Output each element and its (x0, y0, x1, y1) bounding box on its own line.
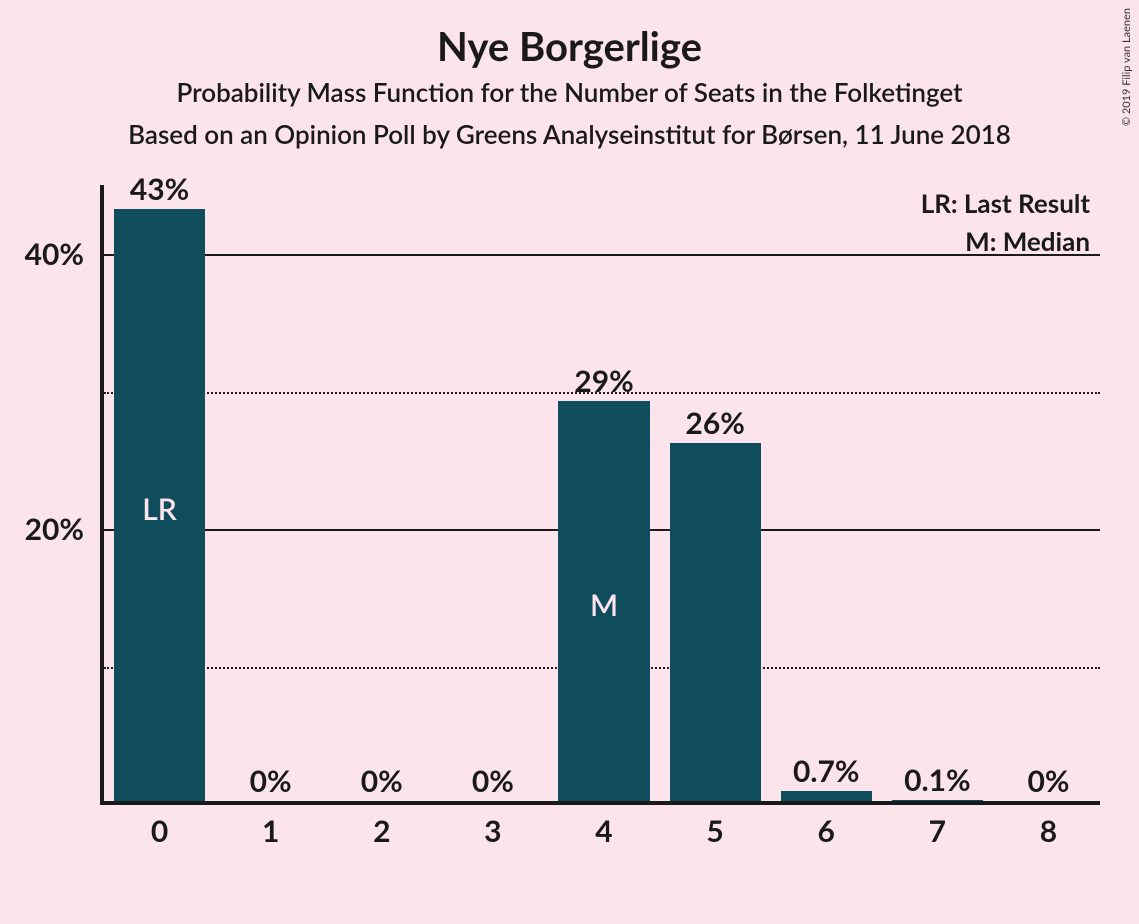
bar-value-label: 0% (250, 763, 292, 799)
legend-line: LR: Last Result (921, 187, 1090, 219)
chart-subtitle-2: Based on an Opinion Poll by Greens Analy… (0, 118, 1139, 150)
plot-area: LR: Last Result M: Median 20%40%43%00%10… (100, 185, 1100, 805)
bar-value-label: 0.7% (793, 753, 860, 789)
bar-value-label: 29% (574, 363, 633, 399)
copyright-text: © 2019 Filip van Laenen (1120, 8, 1133, 126)
bar (670, 443, 761, 801)
bar-chart: LR: Last Result M: Median 20%40%43%00%10… (80, 185, 1110, 865)
x-tick-label: 0 (151, 813, 168, 849)
x-tick-label: 7 (929, 813, 946, 849)
gridline-major (104, 254, 1100, 256)
bar-value-label: 26% (685, 405, 744, 441)
x-tick-label: 6 (818, 813, 835, 849)
y-tick-label: 20% (14, 511, 96, 547)
bar-value-label: 0% (472, 763, 514, 799)
bar-value-label: 0% (361, 763, 403, 799)
x-tick-label: 4 (595, 813, 612, 849)
x-tick-label: 1 (262, 813, 279, 849)
bar-value-label: 43% (130, 171, 189, 207)
bar-value-label: 0% (1027, 763, 1069, 799)
legend: LR: Last Result M: Median (921, 187, 1090, 263)
bar-value-label: 0.1% (904, 762, 971, 798)
bar (781, 791, 872, 801)
x-tick-label: 2 (373, 813, 390, 849)
legend-line: M: Median (921, 225, 1090, 257)
bar-annotation: M (590, 587, 618, 623)
chart-title: Nye Borgerlige (0, 22, 1139, 70)
x-tick-label: 3 (484, 813, 501, 849)
bar (892, 800, 983, 801)
x-tick-label: 8 (1040, 813, 1057, 849)
y-tick-label: 40% (14, 236, 96, 272)
x-tick-label: 5 (706, 813, 723, 849)
bar-annotation: LR (142, 491, 177, 527)
chart-subtitle: Probability Mass Function for the Number… (0, 76, 1139, 108)
